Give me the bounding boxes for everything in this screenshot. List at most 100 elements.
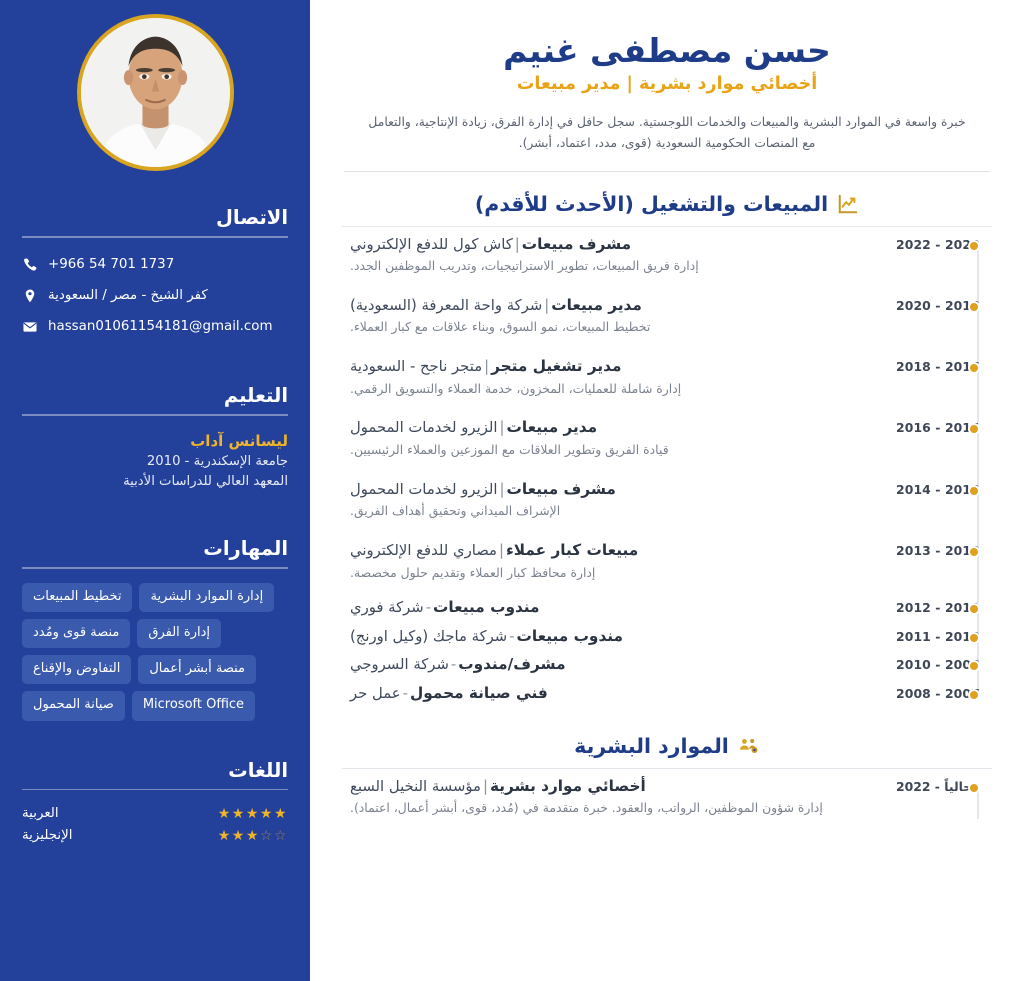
entry-date: 2018 - 2016 <box>896 359 980 375</box>
entry-company: شركة فوري <box>350 599 424 617</box>
entry-title: مبيعات كبار عملاء <box>505 541 639 560</box>
entry-body: مشرف/مندوب-شركة السروجي <box>350 655 566 674</box>
timeline-entry: 2016 - 2014 مدير مبيعات|الزيرو لخدمات ال… <box>342 416 992 459</box>
languages-section-title: اللغات <box>228 758 288 782</box>
sales-section-rule <box>342 225 992 227</box>
entry-company: شركة السروجي <box>350 656 449 674</box>
timeline-entry: 2018 - 2016 مدير تشغيل متجر|متجر ناجح - … <box>342 355 992 398</box>
skill-tag: منصة أبشر أعمال <box>138 655 257 685</box>
sales-timeline: 2022 - 2020 مشرف مبيعات|كاش كول للدفع ال… <box>338 233 996 705</box>
timeline-entry: 2022 - 2020 مشرف مبيعات|كاش كول للدفع ال… <box>342 233 992 276</box>
entry-date: 2008 - 2007 <box>896 685 980 701</box>
education-institute: المعهد العالي للدراسات الأدبية <box>123 474 288 490</box>
contact-section-title: الاتصال <box>216 206 288 229</box>
entry-description: الإشراف الميداني وتحقيق أهداف الفريق. <box>350 503 561 519</box>
language-row: الإنجليزية ★★★☆☆ <box>22 828 288 843</box>
skill-tag: التفاوض والإقناع <box>22 655 132 685</box>
skills-section: المهارات إدارة الموارد البشرية تخطيط الم… <box>22 537 288 721</box>
job-role-subtitle: أخصائي موارد بشرية | مدير مبيعات <box>516 73 818 94</box>
avatar-wrapper <box>22 0 288 171</box>
skills-section-rule <box>22 567 288 569</box>
timeline-dot-icon <box>968 603 980 616</box>
contact-email-row[interactable]: hassan01061154181@gmail.com <box>22 316 288 338</box>
language-name: الإنجليزية <box>22 828 73 844</box>
entry-body: مدير تشغيل متجر|متجر ناجح - السعودية إدا… <box>342 355 896 398</box>
entry-title: مشرف مبيعات <box>521 234 632 253</box>
language-name: العربية <box>22 806 59 822</box>
entry-title: مندوب مبيعات <box>516 626 623 645</box>
contact-email-value: hassan01061154181@gmail.com <box>48 318 273 334</box>
skill-tag: إدارة الموارد البشرية <box>139 582 275 612</box>
main-content: حسن مصطفى غنيم أخصائي موارد بشرية | مدير… <box>310 0 1024 981</box>
entry-date: 2022 - حالياً <box>896 778 973 794</box>
education-section-rule <box>22 414 288 416</box>
entry-body: مدير مبيعات|شركة واحة المعرفة (السعودية)… <box>342 294 896 337</box>
chart-growth-icon <box>837 193 859 215</box>
contact-list: +966 54 701 1737 كفر الشيخ - مصر / السعو… <box>22 254 288 338</box>
skill-tag: منصة قوى ومُدد <box>22 618 131 649</box>
entry-description: إدارة شؤون الموظفين، الرواتب، والعقود. خ… <box>350 800 823 816</box>
phone-icon <box>22 257 38 273</box>
entry-company: شركة واحة المعرفة (السعودية) <box>350 296 543 314</box>
entry-company: كاش كول للدفع الإلكتروني <box>350 235 513 253</box>
education-section-title: التعليم <box>223 383 288 407</box>
timeline-dot-icon <box>968 546 980 559</box>
language-row: العربية ★★★★★ <box>22 806 288 821</box>
entry-title: أخصائي موارد بشرية <box>489 776 646 795</box>
entry-company: الزيرو لخدمات المحمول <box>350 419 498 437</box>
contact-phone-row[interactable]: +966 54 701 1737 <box>22 254 288 276</box>
hr-section-header: الموارد البشرية <box>338 734 996 759</box>
profile-summary: خبرة واسعة في الموارد البشرية والمبيعات … <box>368 114 966 151</box>
entry-date: 2016 - 2014 <box>896 420 980 436</box>
skill-tag: Microsoft Office <box>131 691 256 721</box>
entry-title: فني صيانة محمول <box>409 683 548 702</box>
entry-description: تخطيط المبيعات، نمو السوق، وبناء علاقات … <box>350 319 651 335</box>
education-body: ليسانس آداب جامعة الإسكندرية - 2010 المع… <box>22 431 288 493</box>
people-gear-icon <box>738 735 760 757</box>
languages-list: العربية ★★★★★ الإنجليزية ★★★☆☆ <box>22 806 288 843</box>
entry-body: مشرف مبيعات|كاش كول للدفع الإلكتروني إدا… <box>342 233 896 276</box>
education-section: التعليم ليسانس آداب جامعة الإسكندرية - 2… <box>22 384 288 493</box>
sales-section-title: المبيعات والتشغيل (الأحدث للأقدم) <box>474 191 829 216</box>
sidebar: الاتصال +966 54 701 1737 كفر الشيخ - مصر… <box>0 0 310 981</box>
timeline-dot-icon <box>968 239 980 252</box>
entry-title: مدير مبيعات <box>506 418 598 437</box>
entry-date: 2014 - 2013 <box>896 481 980 497</box>
page-title: حسن مصطفى غنيم <box>503 31 831 70</box>
timeline-entry: 2012 - 2011 مندوب مبيعات-شركة فوري <box>342 596 992 618</box>
entry-date: 2022 - 2020 <box>896 236 980 252</box>
contact-section-rule <box>22 236 288 238</box>
timeline-entry: 2014 - 2013 مشرف مبيعات|الزيرو لخدمات ال… <box>342 478 992 521</box>
header-divider <box>344 170 990 172</box>
entry-body: مندوب مبيعات-شركة فوري <box>350 598 540 617</box>
entry-body: مندوب مبيعات-شركة ماجك (وكيل اورنج) <box>350 626 623 645</box>
entry-title: مشرف مبيعات <box>506 479 616 498</box>
timeline-dot-icon <box>968 362 980 375</box>
timeline-entry: 2022 - حالياً أخصائي موارد بشرية|مؤسسة ا… <box>342 775 992 818</box>
timeline-dot-icon <box>968 660 980 673</box>
entry-description: إدارة محافظ كبار العملاء وتقديم حلول مخص… <box>350 564 596 580</box>
entry-body: فني صيانة محمول-عمل حر <box>350 683 548 702</box>
timeline-dot-icon <box>968 300 980 313</box>
entry-company: مؤسسة النخيل السبع <box>350 777 481 795</box>
hr-section-title: الموارد البشرية <box>574 734 729 759</box>
timeline-entry: 2008 - 2007 فني صيانة محمول-عمل حر <box>342 682 992 704</box>
language-rating-stars: ★★★☆☆ <box>217 827 288 844</box>
hr-timeline: 2022 - حالياً أخصائي موارد بشرية|مؤسسة ا… <box>338 775 996 819</box>
timeline-dot-icon <box>968 484 980 497</box>
avatar-photo <box>80 18 230 167</box>
entry-body: مشرف مبيعات|الزيرو لخدمات المحمول الإشرا… <box>342 478 896 521</box>
skills-list: إدارة الموارد البشرية تخطيط المبيعات إدا… <box>22 582 288 721</box>
entry-body: أخصائي موارد بشرية|مؤسسة النخيل السبع إد… <box>342 775 896 818</box>
entry-date: 2010 - 2008 <box>896 657 980 673</box>
entry-company: عمل حر <box>350 684 401 702</box>
education-degree: ليسانس آداب <box>190 431 288 450</box>
contact-location-row: كفر الشيخ - مصر / السعودية <box>22 285 288 307</box>
entry-date: 2013 - 2012 <box>896 543 980 559</box>
location-pin-icon <box>22 288 38 304</box>
skill-tag: صيانة المحمول <box>22 691 125 721</box>
entry-description: إدارة شاملة للعمليات، المخزون، خدمة العم… <box>350 380 682 396</box>
entry-title: مدير تشغيل متجر <box>491 357 622 376</box>
contact-section: الاتصال +966 54 701 1737 كفر الشيخ - مصر… <box>22 206 288 338</box>
entry-title: مشرف/مندوب <box>458 655 566 674</box>
